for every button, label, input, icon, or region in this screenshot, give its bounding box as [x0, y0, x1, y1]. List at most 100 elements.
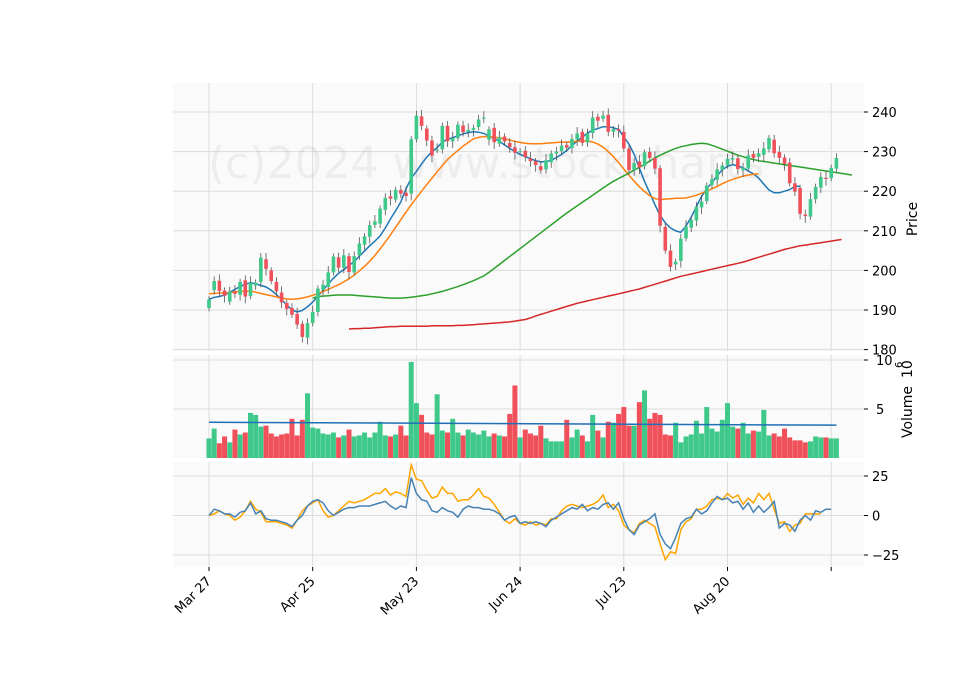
candle-body [399, 190, 403, 194]
volume-bar [227, 442, 233, 458]
volume-bar [631, 425, 637, 458]
volume-bar [393, 434, 399, 458]
volume-bar [491, 433, 497, 458]
candle-body [217, 280, 222, 291]
candle-body [699, 201, 704, 208]
candle-body [424, 128, 429, 141]
candle-body [746, 155, 751, 169]
volume-bar [517, 437, 523, 458]
candle-body [756, 153, 761, 157]
volume-bar [470, 432, 476, 458]
candle-body [461, 125, 465, 133]
price-tick-label: 190 [872, 304, 897, 319]
volume-bar [398, 425, 404, 458]
oscillator-tick-label: 0 [872, 510, 880, 525]
volume-bar [548, 441, 554, 458]
moving-average-line [348, 238, 842, 330]
volume-bar [771, 433, 777, 458]
candle-body [736, 158, 740, 170]
watermark: (c)2024 www.stockcharts [208, 138, 764, 189]
candle-body [456, 124, 460, 139]
candle-body [824, 177, 828, 179]
volume-bar [263, 425, 269, 458]
price-tick-label: 210 [872, 225, 897, 240]
oscillator-lines [208, 461, 832, 562]
candle-body [637, 161, 642, 168]
volume-bar [247, 412, 253, 458]
volume-bar [424, 432, 430, 458]
volume-bar [481, 430, 487, 458]
volume-bar [621, 407, 627, 458]
volume-bar [616, 413, 622, 458]
candle-body [269, 270, 274, 282]
candle-body [673, 261, 678, 265]
candle-body [259, 257, 263, 282]
price-tick-label: 200 [872, 264, 897, 279]
volume-bar [211, 428, 217, 458]
candle-body [336, 257, 341, 268]
candle-body [622, 131, 626, 149]
candle-body [611, 129, 616, 132]
x-tick-label: Jul 23 [593, 574, 630, 611]
x-tick-label: Jun 24 [486, 574, 526, 614]
candle-body [404, 192, 408, 196]
candle-body [653, 157, 657, 169]
candle-body [414, 115, 419, 140]
volume-bar [346, 429, 352, 458]
candle-body [679, 238, 683, 261]
volume-bar [242, 432, 248, 458]
price-tick-label: 180 [872, 344, 897, 359]
volume-bar [507, 413, 513, 458]
volume-bar [714, 431, 720, 458]
price-tick-label: 240 [872, 106, 897, 121]
volume-bar [782, 428, 788, 458]
volume-bar [413, 403, 419, 458]
candle-body [466, 129, 471, 132]
volume-bar [704, 407, 710, 458]
candle-body [326, 272, 331, 288]
candle-body [539, 166, 543, 171]
oscillator-tick-label: −25 [872, 549, 899, 564]
volume-bar [605, 421, 611, 458]
volume-bar [657, 414, 663, 458]
candle-body [725, 158, 730, 166]
candle-body [793, 183, 797, 192]
volume-bar [496, 435, 502, 458]
volume-bar [579, 435, 585, 458]
volume-moving-average [208, 421, 837, 426]
candle-body [316, 288, 320, 312]
volume-bar [766, 435, 772, 458]
candle-body [767, 138, 771, 150]
candle-body [575, 133, 579, 140]
candle-body [549, 153, 554, 163]
candle-body [207, 299, 211, 309]
candle-body [290, 308, 294, 315]
candle-body [601, 115, 605, 119]
volume-bar [610, 422, 616, 458]
price-tick-label: 230 [872, 146, 897, 161]
candle-body [528, 158, 533, 162]
volume-bar [315, 428, 321, 458]
volume-bar [807, 441, 813, 458]
candle-body [482, 117, 486, 119]
volume-bar [362, 432, 368, 458]
volume-bar [693, 420, 699, 458]
volume-bar [325, 434, 331, 458]
volume-bar [745, 433, 751, 458]
volume-bar [735, 428, 741, 458]
volume-bar [341, 435, 347, 458]
volume-bar [756, 431, 762, 458]
candle-body [684, 226, 688, 239]
volume-tick-label: 10 [876, 354, 893, 369]
volume-bar [455, 432, 461, 458]
candle-body [331, 256, 336, 273]
candle-body [502, 136, 507, 142]
x-tick-label: Aug 20 [690, 574, 733, 617]
candle-body [606, 114, 611, 132]
candle-body [720, 165, 725, 170]
volume-bar [823, 437, 829, 458]
volume-bar [372, 432, 378, 458]
candle-body [616, 129, 621, 131]
volume-bar [450, 418, 456, 458]
